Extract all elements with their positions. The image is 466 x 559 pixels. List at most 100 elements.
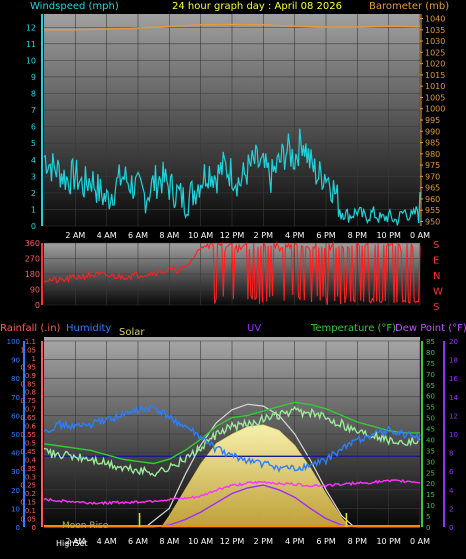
compass-label: S <box>433 302 439 313</box>
baro-tick-label: 955 <box>425 206 440 215</box>
high-set-label: HighSet <box>56 539 88 548</box>
bottom-x-tick-label: 12 PM <box>220 537 245 546</box>
wind-direction-line <box>43 241 421 305</box>
uv-tick-label: 8 <box>449 450 453 458</box>
direction-tick-label: 90 <box>30 286 40 295</box>
humidity-line <box>43 404 421 473</box>
baro-tick-label: 1010 <box>425 82 445 91</box>
wind-tick-label: 11 <box>26 40 36 49</box>
temp-tick-label: 85 <box>426 338 435 346</box>
wind-tick-label: 9 <box>31 73 36 82</box>
rain-tick-label: 1.1 <box>25 338 36 346</box>
rain-tick-label: 0.95 <box>20 363 36 371</box>
bottom-x-tick-label: 10 AM <box>188 537 213 546</box>
top-x-tick-label: 4 AM <box>97 231 117 240</box>
temp-tick-label: 80 <box>426 349 435 357</box>
humidity-tick-label: 100 <box>7 338 20 346</box>
windspeed-line <box>43 128 421 226</box>
temperature-high-line <box>43 401 420 465</box>
baro-tick-label: 985 <box>425 139 440 148</box>
wind-tick-label: 2 <box>31 189 36 198</box>
rain-tick-label: 0.05 <box>20 516 36 524</box>
wind-tick-label: 8 <box>31 90 36 99</box>
temp-tick-label: 60 <box>426 393 435 401</box>
rain-tick-label: 1 <box>32 355 36 363</box>
baro-tick-label: 1020 <box>425 60 445 69</box>
baro-axis-label: Barometer (mb) <box>369 1 449 12</box>
humidity-tick-label: 60 <box>11 412 20 420</box>
uv-tick-label: 18 <box>449 357 458 365</box>
temp-tick-label: 5 <box>426 513 430 521</box>
rain-tick-label: 0.2 <box>25 490 36 498</box>
wind-tick-label: 7 <box>31 106 36 115</box>
temp-tick-label: 35 <box>426 447 435 455</box>
uv-tick-label: 20 <box>449 338 458 346</box>
top-x-tick-label: 2 PM <box>254 231 273 240</box>
direction-tick-label: 0 <box>35 301 40 310</box>
compass-label: E <box>433 256 439 267</box>
wind-tick-label: 4 <box>31 156 36 165</box>
temp-tick-label: 75 <box>426 360 435 368</box>
top-x-tick-label: 0 AM <box>410 231 430 240</box>
humidity-tick-label: 70 <box>11 394 20 402</box>
temp-tick-label: 70 <box>426 371 435 379</box>
uv-tick-label: 10 <box>449 431 458 439</box>
rain-axis-label: Rainfall (.in) <box>0 323 61 334</box>
temp-tick-label: 25 <box>426 469 435 477</box>
direction-tick-label: 180 <box>25 270 40 279</box>
bottom-x-tick-label: 0 AM <box>410 537 430 546</box>
top-x-tick-label: 10 PM <box>376 231 401 240</box>
uv-axis-label: UV <box>247 323 261 334</box>
chart-title: 24 hour graph day : April 08 2026 <box>172 1 342 12</box>
humidity-tick-label: 50 <box>11 431 20 439</box>
top-x-tick-label: 6 AM <box>128 231 148 240</box>
humidity-tick-label: 80 <box>11 375 20 383</box>
top-x-tick-label: 10 AM <box>188 231 213 240</box>
wind-tick-label: 5 <box>31 139 36 148</box>
compass-label: N <box>433 271 440 282</box>
humidity-tick-label: 30 <box>11 468 20 476</box>
baro-tick-label: 995 <box>425 116 440 125</box>
temp-tick-label: 30 <box>426 458 435 466</box>
dew-axis-label: Dew Point (°F) <box>395 323 466 334</box>
baro-tick-label: 950 <box>425 217 440 226</box>
baro-tick-label: 1005 <box>425 93 445 102</box>
rain-tick-label: 0.45 <box>20 448 36 456</box>
rain-tick-label: 0.85 <box>20 380 36 388</box>
solar-max-curve <box>145 403 355 528</box>
uv-tick-label: 4 <box>449 487 454 495</box>
rain-tick-label: 0.8 <box>25 389 36 397</box>
bottom-x-tick-label: 4 AM <box>97 537 117 546</box>
wind-tick-label: 10 <box>26 56 36 65</box>
bottom-x-tick-label: 6 PM <box>316 537 335 546</box>
bottom-x-tick-label: 8 AM <box>159 537 179 546</box>
bottom-x-tick-label: 10 PM <box>376 537 401 546</box>
rain-tick-label: 0.75 <box>20 397 36 405</box>
top-x-tick-label: 8 AM <box>159 231 179 240</box>
rain-tick-label: 0.1 <box>25 507 36 515</box>
top-x-tick-label: 8 PM <box>348 231 367 240</box>
rain-tick-label: 0.55 <box>20 431 36 439</box>
rain-tick-label: 0.65 <box>20 414 36 422</box>
bottom-x-tick-label: 6 AM <box>128 537 148 546</box>
uv-tick-label: 2 <box>449 505 453 513</box>
temp-tick-label: 55 <box>426 404 435 412</box>
baro-tick-label: 1035 <box>425 26 445 35</box>
dew-point-line <box>43 478 421 506</box>
rain-tick-label: 0.9 <box>25 372 36 380</box>
humidity-tick-label: 0 <box>16 524 20 532</box>
baro-tick-label: 1025 <box>425 48 445 57</box>
humidity-axis-label: Humidity <box>66 323 111 334</box>
uv-tick-label: 16 <box>449 375 458 383</box>
moon-rise-label: Moon Rise <box>62 521 109 531</box>
wind-tick-label: 12 <box>26 23 36 32</box>
humidity-tick-label: 10 <box>11 505 20 513</box>
rain-tick-label: 0.35 <box>20 465 36 473</box>
uv-tick-label: 0 <box>449 524 453 532</box>
uv-tick-label: 12 <box>449 412 458 420</box>
temp-tick-label: 15 <box>426 491 435 499</box>
temp-tick-label: 45 <box>426 426 435 434</box>
bottom-x-tick-label: 2 PM <box>254 537 273 546</box>
